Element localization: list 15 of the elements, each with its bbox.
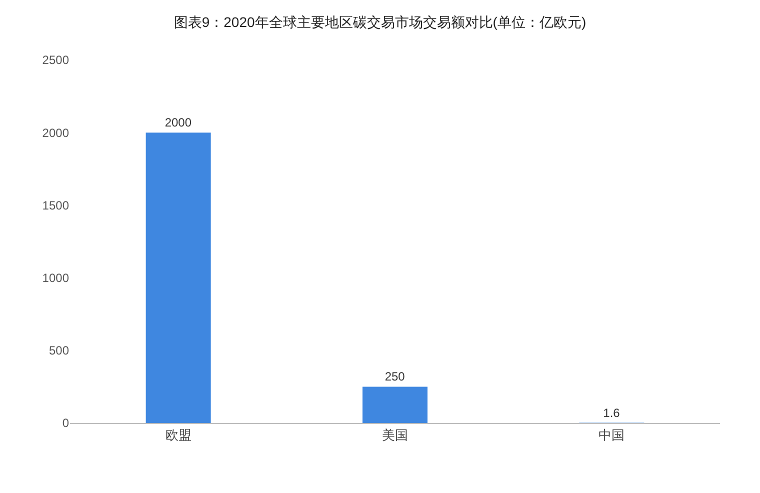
x-tick-label: 中国: [598, 428, 625, 443]
data-label: 250: [384, 370, 406, 384]
y-tick-label: 1000: [42, 271, 70, 285]
y-tick-label: 2500: [42, 53, 70, 68]
y-tick-label: 2000: [42, 126, 70, 140]
data-label: 2000: [164, 116, 192, 130]
bar: [362, 386, 428, 423]
data-label: 1.6: [603, 406, 620, 420]
x-tick-label: 美国: [382, 428, 408, 443]
y-tick-label: 500: [48, 344, 70, 358]
chart-title: 图表9：2020年全球主要地区碳交易市场交易额对比(单位：亿欧元): [174, 14, 586, 30]
x-tick-label: 欧盟: [165, 428, 192, 443]
bar: [146, 132, 211, 423]
y-tick-label: 0: [62, 416, 70, 430]
y-tick-label: 1500: [42, 198, 70, 212]
